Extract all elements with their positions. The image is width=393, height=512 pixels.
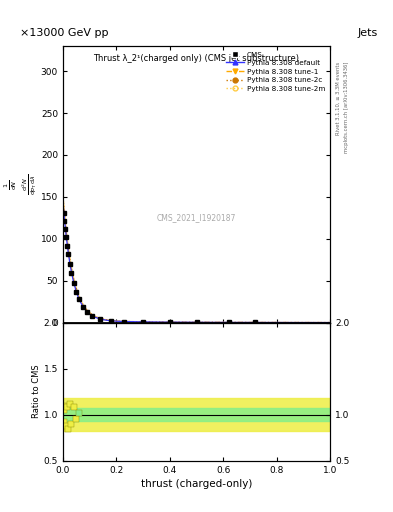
Text: ×13000 GeV pp: ×13000 GeV pp — [20, 28, 108, 38]
Text: Thrust λ_2¹(charged only) (CMS jet substructure): Thrust λ_2¹(charged only) (CMS jet subst… — [94, 54, 299, 63]
Text: Jets: Jets — [358, 28, 378, 38]
X-axis label: thrust (charged-only): thrust (charged-only) — [141, 479, 252, 489]
Text: CMS_2021_I1920187: CMS_2021_I1920187 — [157, 213, 236, 222]
Y-axis label: Ratio to CMS: Ratio to CMS — [32, 365, 41, 418]
Text: mcplots.cern.ch [arXiv:1306.3436]: mcplots.cern.ch [arXiv:1306.3436] — [344, 61, 349, 153]
Legend: CMS, Pythia 8.308 default, Pythia 8.308 tune-1, Pythia 8.308 tune-2c, Pythia 8.3: CMS, Pythia 8.308 default, Pythia 8.308 … — [224, 50, 327, 93]
Y-axis label: $\frac{1}{\mathrm{d}N}$
$\frac{\mathrm{d}^2N}{\mathrm{d}p_\mathrm{T}\,\mathrm{d}: $\frac{1}{\mathrm{d}N}$ $\frac{\mathrm{d… — [2, 174, 39, 195]
Text: Rivet 3.1.10, ≥ 3.3M events: Rivet 3.1.10, ≥ 3.3M events — [336, 61, 341, 135]
